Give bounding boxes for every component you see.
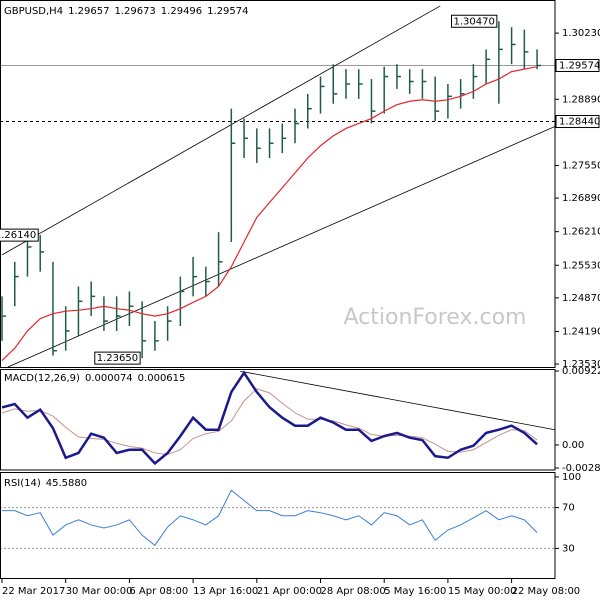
- rsi-line: [2, 489, 538, 547]
- rsi-reading: 45.5880: [46, 478, 87, 489]
- quote: 1.29496: [161, 6, 202, 17]
- y-tick-label: 1.25530: [562, 260, 600, 271]
- y-tick-label: 70: [562, 503, 575, 514]
- y-tick-label: 30: [562, 543, 575, 554]
- price-frame: [0, 0, 556, 368]
- y-tick-label: 0.009227: [562, 366, 600, 377]
- rsi-frame: [0, 472, 556, 579]
- y-tick-label: 1.24870: [562, 293, 600, 304]
- watermark: ActionForex.com: [344, 305, 527, 330]
- rsi-title: RSI(14): [4, 478, 41, 489]
- rsi-header: RSI(14) 45.5880: [4, 478, 87, 489]
- price-box: [555, 59, 600, 73]
- macd-header: MACD(12,26,9) 0.000074 0.000615: [4, 373, 185, 384]
- annotation-box: [451, 14, 498, 28]
- y-tick-label: 1.27550: [562, 160, 600, 171]
- x-tick-label: 22 May 08:00: [512, 586, 581, 597]
- annotation-box: [0, 228, 39, 242]
- y-tick-label: 0.00: [562, 440, 584, 451]
- x-tick-label: 13 Apr 16:00: [193, 586, 258, 597]
- trendline: [1, 5, 441, 256]
- trendline: [7, 126, 555, 368]
- quote: 1.29657: [68, 6, 109, 17]
- annotation-label: 1.23650: [97, 353, 138, 364]
- price-box-label: 1.29574: [559, 61, 600, 72]
- y-tick-label: 1.28890: [562, 94, 600, 105]
- price-box: [555, 115, 600, 129]
- annotation-box: [94, 351, 141, 365]
- rsi-panel: [0, 489, 555, 549]
- price-panel: [0, 5, 555, 368]
- macd-panel: [1, 370, 555, 466]
- x-tick-label: 21 Apr 00:00: [257, 586, 322, 597]
- y-tick-label: 1.23530: [562, 359, 600, 370]
- y-tick-label: 100: [562, 472, 581, 483]
- quote: 1.29574: [207, 6, 248, 17]
- macd-signal: [1, 388, 538, 456]
- x-tick-label: 6 Apr 08:00: [129, 586, 188, 597]
- y-tick-label: 1.26210: [562, 227, 600, 238]
- moving-average: [1, 66, 538, 362]
- macd-reading: 0.000615: [138, 373, 186, 384]
- y-tick-label: 1.26890: [562, 193, 600, 204]
- annotation-label: 1.26140: [0, 230, 36, 241]
- x-tick-label: 15 May 00:00: [448, 586, 517, 597]
- macd-main: [1, 370, 538, 466]
- y-tick-label: 1.30230: [562, 28, 600, 39]
- x-tick-label: 30 Mar 00:00: [66, 586, 133, 597]
- annotation-label: 1.30470: [454, 16, 495, 27]
- quote: 1.29673: [114, 6, 155, 17]
- x-tick-label: 5 May 16:00: [384, 586, 446, 597]
- header: GBPUSD,H4 1.29657 1.29673 1.29496 1.29574: [4, 6, 249, 17]
- x-tick-label: 22 Mar 2017: [2, 586, 65, 597]
- macd-reading: 0.000074: [85, 373, 133, 384]
- symbol: GBPUSD,H4: [4, 6, 63, 17]
- trendline: [240, 370, 555, 431]
- x-tick-label: 28 Apr 08:00: [321, 586, 386, 597]
- y-tick-label: 1.24190: [562, 326, 600, 337]
- price-box-label: 1.28440: [559, 117, 600, 128]
- macd-frame: [0, 369, 556, 471]
- macd-title: MACD(12,26,9): [4, 373, 80, 384]
- y-tick-label: -0.002879: [562, 463, 600, 474]
